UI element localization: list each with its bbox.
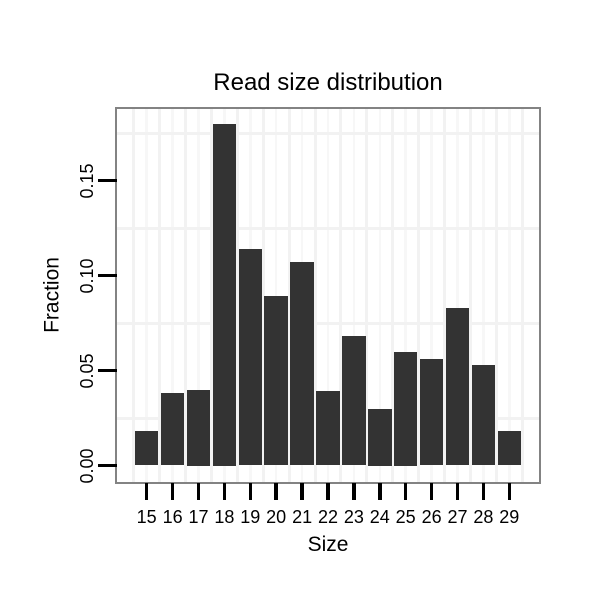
gridline-vertical-center	[274, 109, 278, 482]
y-tick-label: 0.00	[77, 447, 97, 484]
x-tick-label: 16	[162, 507, 183, 527]
y-tick-label: 0.10	[77, 257, 97, 294]
gridline-vertical	[209, 109, 213, 482]
gridline-horizontal	[117, 131, 539, 135]
x-tick	[248, 483, 253, 500]
bar-size-19	[238, 248, 263, 466]
bar-size-15	[134, 431, 159, 466]
gridline-vertical	[235, 109, 239, 482]
bar-size-20	[264, 296, 288, 466]
gridline-horizontal	[117, 226, 539, 230]
x-tick-label: 28	[473, 507, 494, 527]
x-tick	[352, 483, 356, 500]
x-tick	[300, 483, 304, 500]
gridline-vertical-center	[326, 109, 330, 482]
bar-size-23	[342, 336, 366, 466]
x-tick-label: 15	[136, 507, 157, 527]
x-axis-label: Size	[307, 533, 349, 556]
x-tick	[455, 483, 460, 500]
x-tick	[326, 483, 330, 500]
gridline-vertical	[261, 109, 265, 482]
x-tick-label: 25	[395, 507, 416, 527]
x-tick	[222, 483, 227, 500]
bar-size-26	[419, 359, 444, 466]
x-tick	[481, 483, 486, 500]
x-tick	[507, 483, 512, 500]
gridline-vertical	[313, 109, 317, 482]
bar-size-22	[316, 391, 340, 466]
y-axis-label: Fraction	[40, 257, 64, 333]
x-tick-label: 20	[266, 507, 287, 527]
gridline-vertical	[287, 109, 291, 482]
y-tick	[98, 368, 117, 373]
bar-size-21	[290, 262, 314, 466]
gridline-vertical	[443, 109, 447, 482]
gridline-vertical-center	[352, 109, 356, 482]
gridline-vertical-center	[197, 109, 200, 482]
x-tick-label: 19	[240, 507, 261, 527]
bar-size-18	[212, 123, 237, 466]
y-tick	[98, 463, 117, 468]
x-tick	[274, 483, 278, 500]
x-tick-label: 21	[292, 507, 313, 527]
chart-title: Read size distribution	[213, 69, 443, 96]
x-tick	[196, 483, 201, 500]
bar-size-16	[160, 393, 185, 466]
bar-size-24	[368, 408, 392, 466]
gridline-horizontal	[117, 321, 539, 325]
bar-size-28	[471, 364, 496, 466]
x-tick	[378, 483, 382, 500]
gridline-vertical-center	[378, 109, 382, 482]
gridline-vertical	[391, 109, 395, 482]
x-tick-label: 27	[447, 507, 468, 527]
gridline-vertical	[158, 109, 162, 482]
x-tick-label: 22	[317, 507, 339, 527]
bar-size-29	[497, 431, 522, 466]
x-tick-label: 26	[421, 507, 442, 527]
bar-size-25	[393, 351, 418, 466]
y-tick-label: 0.15	[77, 162, 97, 199]
gridline-vertical	[468, 109, 472, 482]
x-tick-label: 17	[188, 507, 209, 527]
x-tick-label: 23	[343, 507, 364, 527]
bar-size-27	[445, 307, 470, 466]
x-tick	[144, 483, 149, 500]
y-tick-label: 0.05	[77, 352, 97, 389]
y-tick	[98, 273, 117, 278]
gridline-vertical	[339, 109, 343, 482]
plot-panel	[115, 107, 541, 484]
x-tick-label: 29	[499, 507, 520, 527]
gridline-vertical-center	[456, 109, 459, 482]
gridline-vertical-center	[145, 109, 148, 482]
x-tick	[429, 483, 434, 500]
x-tick-label: 18	[214, 507, 235, 527]
bar-size-17	[186, 389, 211, 466]
y-tick	[98, 178, 117, 183]
x-tick	[170, 483, 175, 500]
gridline-vertical-center	[171, 109, 174, 482]
gridline-vertical-center	[482, 109, 485, 482]
gridline-vertical	[417, 109, 421, 482]
gridline-vertical	[494, 109, 498, 482]
gridline-vertical-center	[430, 109, 433, 482]
gridline-vertical	[365, 109, 369, 482]
gridline-vertical	[184, 109, 188, 482]
x-tick-label: 24	[369, 507, 390, 527]
gridline-vertical-center	[508, 109, 511, 482]
gridline-vertical	[132, 109, 136, 482]
x-tick	[403, 483, 408, 500]
gridline-vertical	[520, 109, 524, 482]
gridline-vertical-center	[404, 109, 407, 482]
